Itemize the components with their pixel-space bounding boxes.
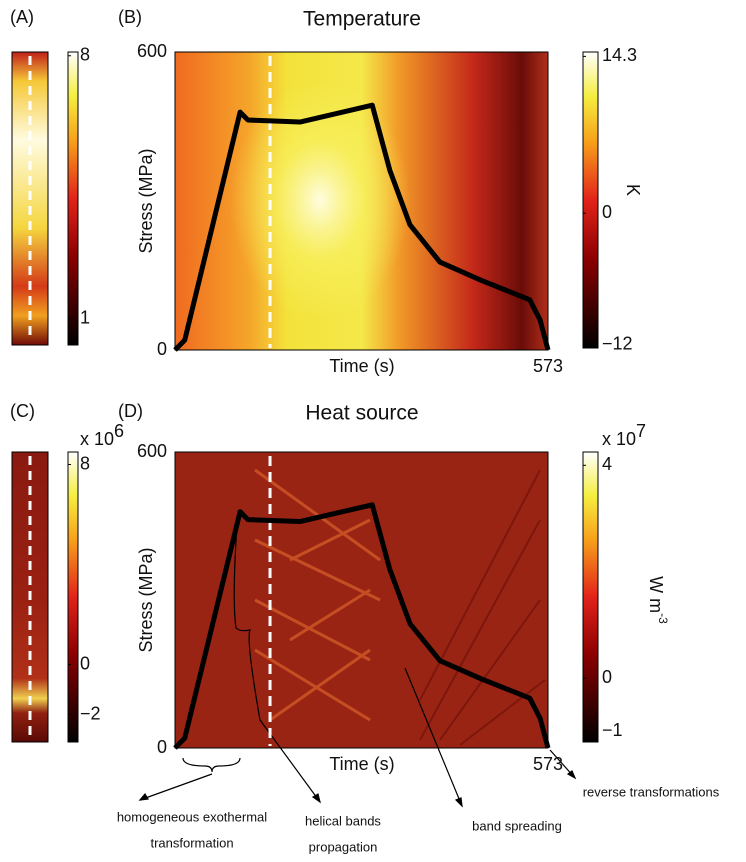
chart-title: Heat source xyxy=(305,402,418,425)
panel-label: (C) xyxy=(10,401,35,421)
panel-label: (D) xyxy=(118,401,143,421)
colorbar-label: W m-3 xyxy=(646,576,670,624)
frame xyxy=(174,51,549,351)
colorbar-tick-label: −2 xyxy=(80,703,101,723)
y-tick-label: 600 xyxy=(137,441,167,461)
y-tick-label: 0 xyxy=(157,339,167,359)
annotation: propagation xyxy=(309,839,378,854)
colorbar-multiplier: x 10 xyxy=(80,429,114,449)
colorbar-tick-label: 4 xyxy=(602,454,612,474)
x-axis-label: Time (s) xyxy=(329,754,394,774)
x-axis-label: Time (s) xyxy=(329,356,394,376)
y-axis-label: Stress (MPa) xyxy=(136,547,156,652)
annotation: transformation xyxy=(150,835,233,850)
colorbar-tick-label: −12 xyxy=(602,333,633,353)
colorbar-exponent: 7 xyxy=(636,421,646,441)
panel-label: (B) xyxy=(118,7,142,27)
colorbar-tick-label: 0 xyxy=(602,667,612,687)
y-tick-label: 0 xyxy=(157,737,167,757)
colorbar-tick-label: 0 xyxy=(602,202,612,222)
colorbar-tick-label: 14.3 xyxy=(602,45,637,65)
frame xyxy=(11,51,49,346)
frame xyxy=(11,451,49,743)
y-tick-label: 600 xyxy=(137,41,167,61)
x-tick-label: 573 xyxy=(533,356,563,376)
colorbar xyxy=(582,451,599,743)
y-axis-label: Stress (MPa) xyxy=(136,148,156,253)
heatmap xyxy=(175,452,548,748)
colorbar-multiplier: x 10 xyxy=(602,429,636,449)
colorbar-label-text: W m xyxy=(646,576,666,613)
heatmap-hot xyxy=(230,80,410,320)
x-tick-label: 573 xyxy=(533,754,563,774)
colorbar-tick-label: 1 xyxy=(80,307,90,327)
panel-label: (A) xyxy=(10,7,34,27)
colorbar xyxy=(67,51,79,346)
colorbar-tick-label: 0 xyxy=(80,653,90,673)
stress-curve xyxy=(173,102,551,352)
colorbar-tick-label: 8 xyxy=(80,45,90,65)
annotation: helical bands xyxy=(305,813,381,828)
frame xyxy=(174,451,549,749)
colorbar-label-text: K xyxy=(623,184,643,196)
colorbar-label: K xyxy=(623,184,643,196)
annotation: band spreading xyxy=(472,818,562,833)
stress-curve xyxy=(173,502,551,750)
colorbar-exponent: 6 xyxy=(114,421,124,441)
annotation: reverse transformations xyxy=(583,784,720,799)
colorbar-label-exponent: -3 xyxy=(656,613,670,624)
colorbar xyxy=(582,51,599,349)
chart-title: Temperature xyxy=(303,8,421,31)
annotation-arrows xyxy=(138,524,577,808)
colorbar xyxy=(67,451,79,743)
colorbar-tick-label: 8 xyxy=(80,453,90,473)
colorbar-tick-label: −1 xyxy=(602,720,623,740)
annotation: homogeneous exothermal xyxy=(117,809,267,824)
